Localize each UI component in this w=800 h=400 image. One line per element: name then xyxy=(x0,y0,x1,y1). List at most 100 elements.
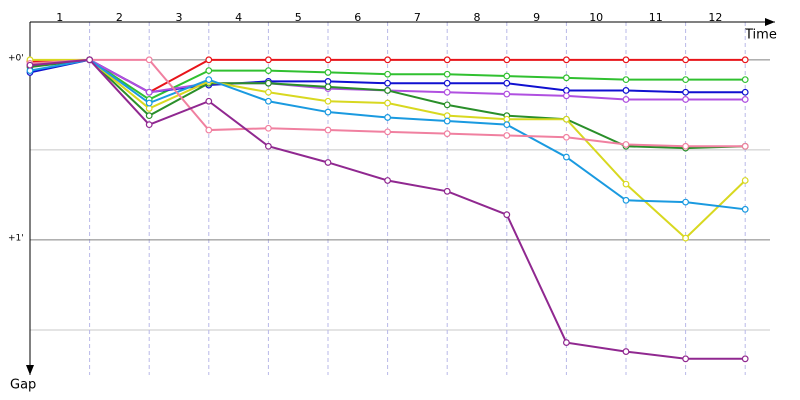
point xyxy=(563,56,570,64)
point xyxy=(682,198,689,206)
point xyxy=(384,56,392,64)
point xyxy=(622,180,630,188)
point xyxy=(741,76,749,84)
x-tick-label: 2 xyxy=(116,11,123,24)
point xyxy=(443,56,451,64)
point xyxy=(384,99,392,107)
point xyxy=(563,115,570,123)
point xyxy=(145,99,153,107)
x-tick-label: 9 xyxy=(533,11,540,24)
point xyxy=(384,70,392,78)
point xyxy=(324,78,332,85)
point xyxy=(503,211,511,219)
point xyxy=(622,76,630,84)
point xyxy=(265,88,272,96)
point xyxy=(384,177,392,184)
point xyxy=(86,56,93,64)
point xyxy=(503,90,511,98)
point xyxy=(265,142,272,150)
point xyxy=(563,87,570,94)
point xyxy=(205,56,213,64)
point xyxy=(741,177,749,184)
x-tick-label: 11 xyxy=(649,11,663,24)
point xyxy=(384,128,392,136)
point xyxy=(741,56,749,64)
x-tick-label: 10 xyxy=(589,11,603,24)
point xyxy=(563,153,570,161)
point xyxy=(622,96,630,103)
point xyxy=(563,339,570,346)
point xyxy=(324,126,332,134)
point xyxy=(145,105,153,112)
x-tick-label: 5 xyxy=(295,11,302,24)
point xyxy=(265,79,272,87)
point xyxy=(205,67,213,75)
point xyxy=(741,96,749,103)
point xyxy=(443,101,451,109)
point xyxy=(443,112,451,120)
point xyxy=(503,72,511,80)
y-axis-arrow xyxy=(26,365,34,375)
point xyxy=(145,121,153,129)
point xyxy=(443,187,451,195)
point xyxy=(265,97,272,105)
point xyxy=(563,74,570,82)
point xyxy=(145,56,153,64)
point xyxy=(324,69,332,76)
point xyxy=(622,196,630,204)
point xyxy=(741,142,749,150)
point xyxy=(563,133,570,141)
x-tick-label: 8 xyxy=(474,11,481,24)
point xyxy=(741,205,749,213)
point xyxy=(205,126,213,134)
point xyxy=(682,56,689,64)
y-axis-label: Gap xyxy=(10,378,36,393)
x-tick-label: 3 xyxy=(176,11,183,24)
point xyxy=(503,56,511,64)
point xyxy=(682,76,689,84)
x-tick-label: 12 xyxy=(708,11,722,24)
point xyxy=(443,70,451,78)
point xyxy=(563,92,570,100)
point xyxy=(26,61,34,69)
point xyxy=(443,130,451,138)
point xyxy=(324,83,332,91)
x-tick-label: 4 xyxy=(235,11,242,24)
point xyxy=(682,96,689,103)
point xyxy=(205,97,213,105)
point xyxy=(265,124,272,132)
x-axis-label: Time xyxy=(744,28,777,43)
point xyxy=(503,115,511,123)
point xyxy=(205,76,213,84)
point xyxy=(622,141,630,148)
point xyxy=(26,67,34,75)
y-tick-label: +0' xyxy=(8,53,24,63)
point xyxy=(265,67,272,75)
x-tick-label: 7 xyxy=(414,11,421,24)
point xyxy=(384,79,392,87)
point xyxy=(384,114,392,121)
point xyxy=(145,88,153,96)
y-tick-label: +1' xyxy=(8,233,24,243)
point xyxy=(503,132,511,139)
point xyxy=(682,88,689,96)
point xyxy=(145,112,153,120)
point xyxy=(324,56,332,64)
x-tick-label: 6 xyxy=(354,11,361,24)
point xyxy=(682,355,689,363)
point xyxy=(622,87,630,94)
point xyxy=(443,117,451,125)
point xyxy=(384,87,392,94)
point xyxy=(682,234,689,242)
point xyxy=(503,79,511,87)
point xyxy=(622,348,630,355)
point xyxy=(443,88,451,96)
point xyxy=(324,159,332,166)
point xyxy=(324,97,332,105)
point xyxy=(443,79,451,87)
point xyxy=(622,56,630,64)
point xyxy=(324,108,332,116)
x-tick-label: 1 xyxy=(56,11,63,24)
point xyxy=(682,142,689,150)
